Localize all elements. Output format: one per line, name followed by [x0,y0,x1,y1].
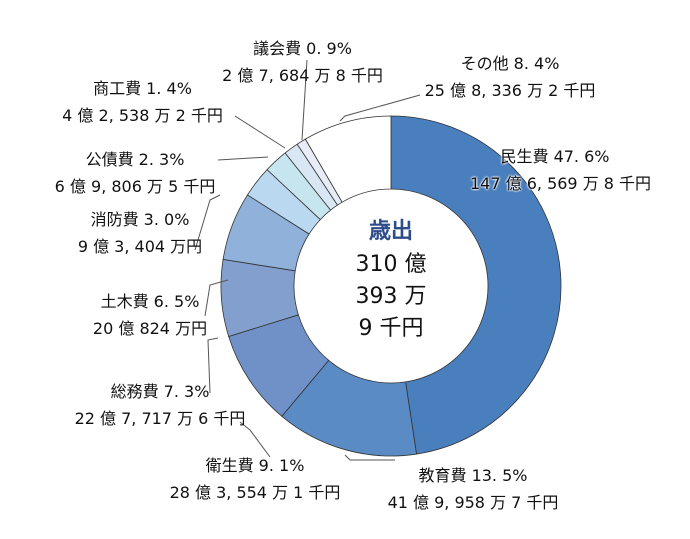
leader-line-4 [204,279,229,317]
leader-line-7 [234,115,286,149]
total-line-1: 310 億 [355,252,427,277]
slice-name-percent: 公債費 2. 3% [85,150,185,169]
total-line-3: 9 千円 [358,316,424,341]
leader-line-9 [339,94,421,122]
leader-line-8 [301,59,308,141]
leader-line-1 [344,454,395,461]
slice-name-percent: 教育費 13. 5% [418,466,528,485]
leader-line-5 [194,194,221,251]
slice-label-4: 土木費 6. 5% 20 億 824 万円 [70,288,230,342]
slice-amount: 22 億 7, 717 万 6 千円 [74,409,246,428]
leader-line-2 [239,421,271,458]
slice-amount: 28 億 3, 554 万 1 千円 [169,483,341,502]
slice-name-percent: 消防費 3. 0% [90,210,190,229]
leader-line-3 [207,337,219,394]
slice-amount: 41 億 9, 958 万 7 千円 [387,493,559,512]
slice-name-percent: 土木費 6. 5% [100,292,200,311]
slice-amount: 147 億 6, 569 万 8 千円 [470,174,652,193]
center-total: 歳出 310 億 393 万 9 千円 [331,215,451,345]
slice-label-7: 商工費 1. 4% 4 億 2, 538 万 2 千円 [45,75,240,129]
chart-title: 歳出 [368,219,413,244]
slice-label-9: その他 8. 4% 25 億 8, 336 万 2 千円 [410,50,610,104]
slice-name-percent: 商工費 1. 4% [93,79,192,98]
leader-line-6 [217,156,269,161]
slice-name-percent: 衛生費 9. 1% [205,456,305,475]
slice-label-1: 教育費 13. 5% 41 億 9, 958 万 7 千円 [383,462,563,516]
slice-amount: 20 億 824 万円 [92,319,208,338]
slice-label-2: 衛生費 9. 1% 28 億 3, 554 万 1 千円 [165,452,345,506]
slice-label-5: 消防費 3. 0% 9 億 3, 404 万円 [65,206,215,260]
slice-label-8: 議会費 0. 9% 2 億 7, 684 万 8 千円 [210,35,395,89]
slice-amount: 6 億 9, 806 万 5 千円 [54,177,216,196]
slice-9 [304,115,392,203]
slice-amount: 2 億 7, 684 万 8 千円 [222,66,383,85]
slice-label-6: 公債費 2. 3% 6 億 9, 806 万 5 千円 [45,146,225,200]
slice-name-percent: 民生費 47. 6% [500,147,610,166]
slice-amount: 4 億 2, 538 万 2 千円 [62,106,223,125]
slice-amount: 9 億 3, 404 万円 [77,237,203,256]
slice-amount: 25 億 8, 336 万 2 千円 [424,81,596,100]
total-line-2: 393 万 [355,284,427,309]
slice-name-percent: 議会費 0. 9% [253,39,352,58]
slice-name-percent: 総務費 7. 3% [110,382,210,401]
slice-0 [390,115,562,455]
slice-name-percent: その他 8. 4% [460,54,560,73]
slice-label-3: 総務費 7. 3% 22 億 7, 717 万 6 千円 [70,378,250,432]
slice-label-0: 民生費 47. 6% 147 億 6, 569 万 8 千円 [470,143,652,197]
